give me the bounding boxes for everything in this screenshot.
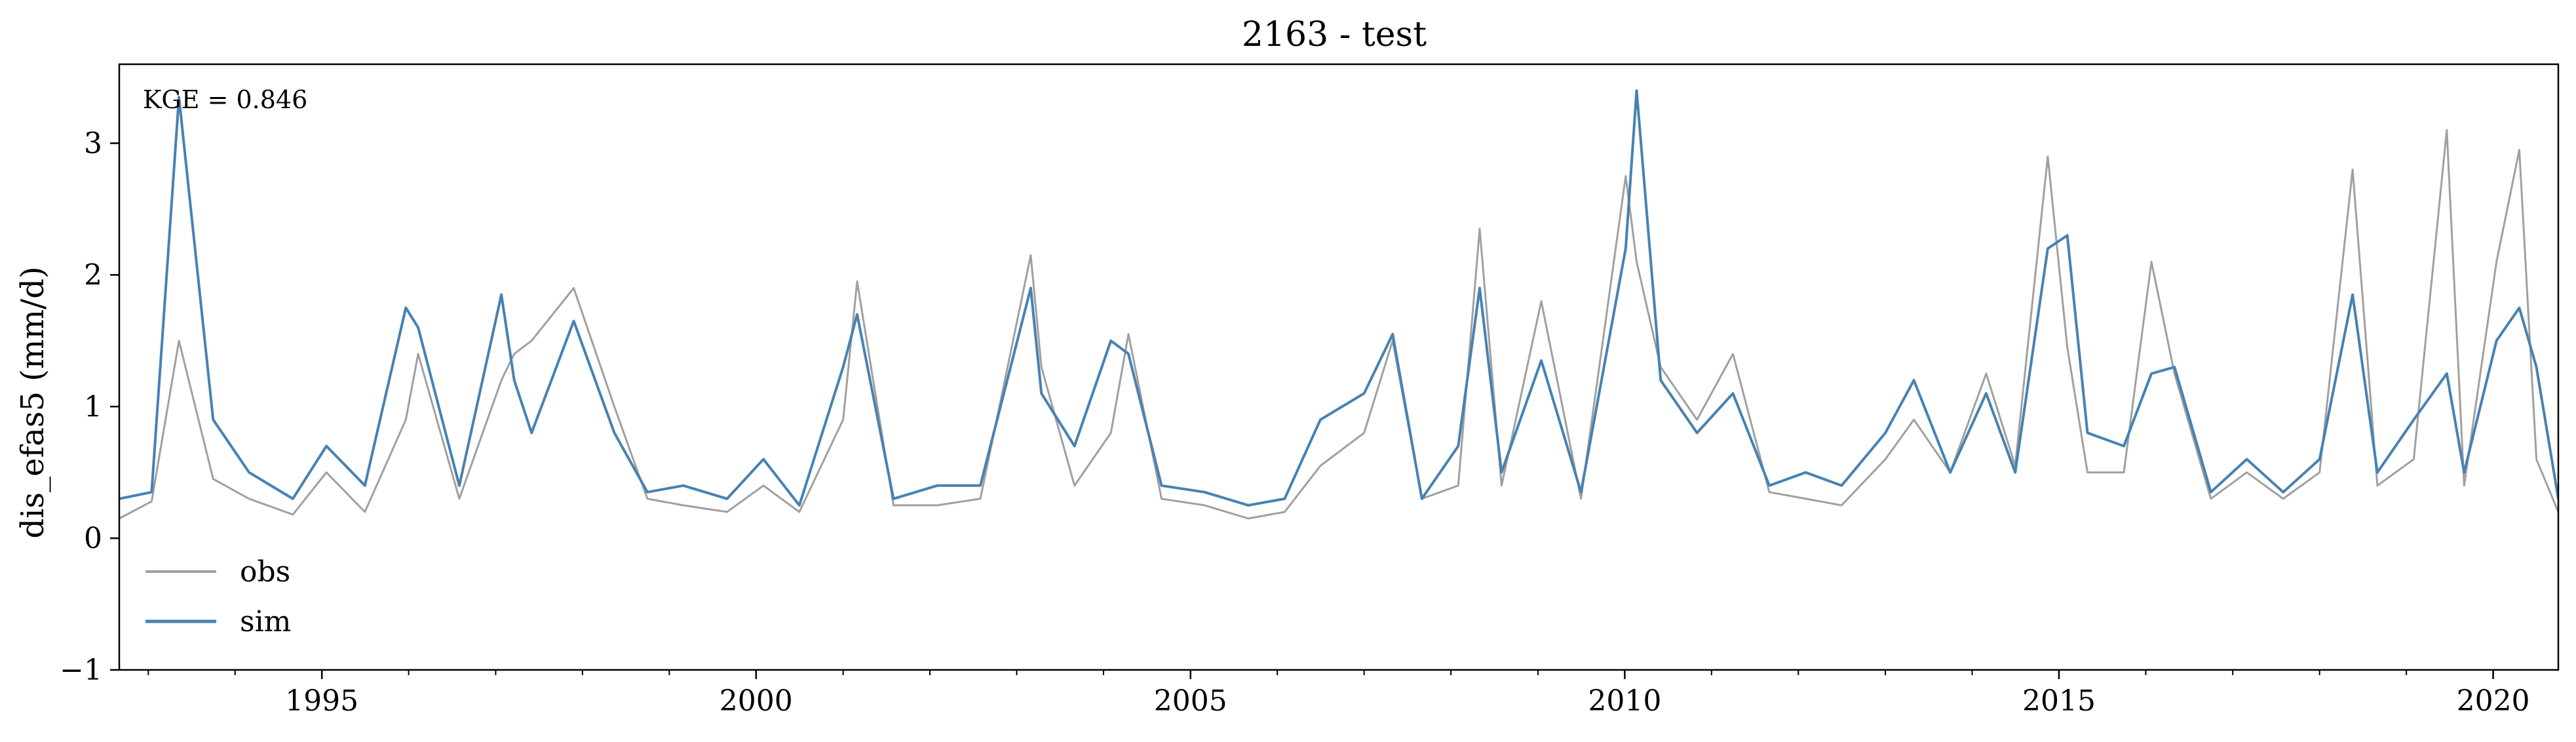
series-line-sim (119, 89, 2558, 507)
chart-title: 2163 - test (1242, 15, 1427, 54)
x-tick-label: 2010 (1588, 684, 1661, 718)
y-axis-label: dis_efas5 (mm/d) (14, 266, 51, 538)
y-tick-label: 0 (84, 522, 102, 555)
y-tick-label: 1 (84, 390, 102, 423)
x-tick-label: 2015 (2022, 684, 2096, 718)
y-tick-label: −1 (60, 654, 102, 687)
kge-annotation: KGE = 0.846 (143, 85, 307, 114)
x-tick-label: 1995 (285, 684, 358, 718)
legend-label-obs: obs (240, 555, 290, 589)
y-tick-label: 3 (84, 127, 102, 161)
x-tick-label: 2000 (720, 684, 793, 718)
x-tick-label: 2020 (2457, 684, 2530, 718)
x-tick-label: 2005 (1154, 684, 1227, 718)
plot-frame (118, 63, 2560, 671)
legend: obs sim (145, 555, 291, 638)
legend-label-sim: sim (240, 605, 291, 638)
y-tick-label: 2 (84, 258, 102, 292)
